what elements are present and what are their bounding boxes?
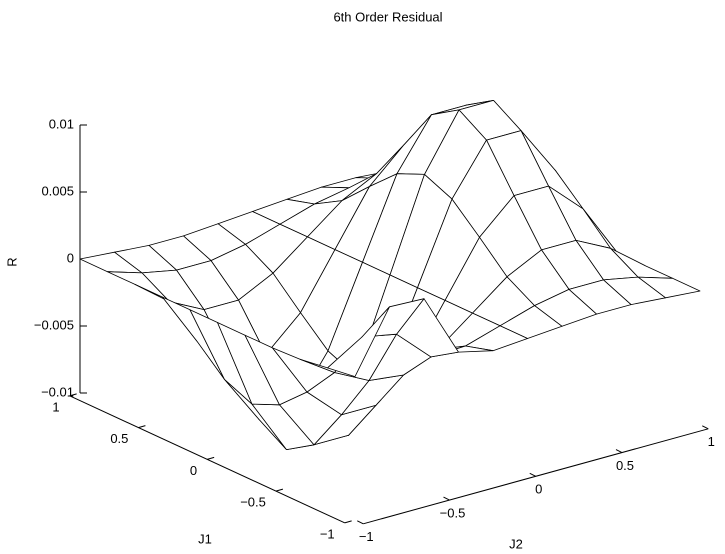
y-tick (275, 488, 284, 492)
y-tick-label: 0 (190, 463, 197, 478)
x-axis-label: J2 (509, 536, 523, 551)
z-tick-label: 0.005 (41, 183, 74, 198)
y-tick-label: 0.5 (110, 431, 128, 446)
z-tick-label: 0.01 (49, 116, 74, 131)
y-tick (207, 456, 215, 460)
y-tick-label: 1 (52, 399, 59, 414)
z-tick-label: −0.005 (34, 317, 74, 332)
x-tick-label: −0.5 (440, 505, 466, 520)
x-tick (702, 425, 709, 430)
x-tick-label: 1 (708, 434, 715, 449)
z-tick-label: 0 (67, 250, 74, 265)
x-tick (357, 520, 364, 525)
x-tick-label: 0.5 (616, 458, 634, 473)
chart-title: 6th Order Residual (333, 9, 442, 24)
x-tick (529, 472, 536, 477)
y-tick (344, 520, 352, 524)
surface-cell (327, 306, 390, 378)
z-axis-label: R (4, 257, 19, 266)
x-tick (443, 496, 450, 501)
y-axis-label: J1 (198, 531, 212, 546)
y-tick (138, 425, 146, 429)
x-tick-label: 0 (535, 482, 542, 497)
z-tick-label: −0.01 (41, 384, 74, 399)
y-tick-label: −0.5 (240, 495, 266, 510)
y-tick (69, 393, 77, 397)
y-tick-label: −1 (320, 526, 335, 541)
x-tick-label: −1 (359, 529, 374, 544)
x-tick (615, 449, 623, 454)
